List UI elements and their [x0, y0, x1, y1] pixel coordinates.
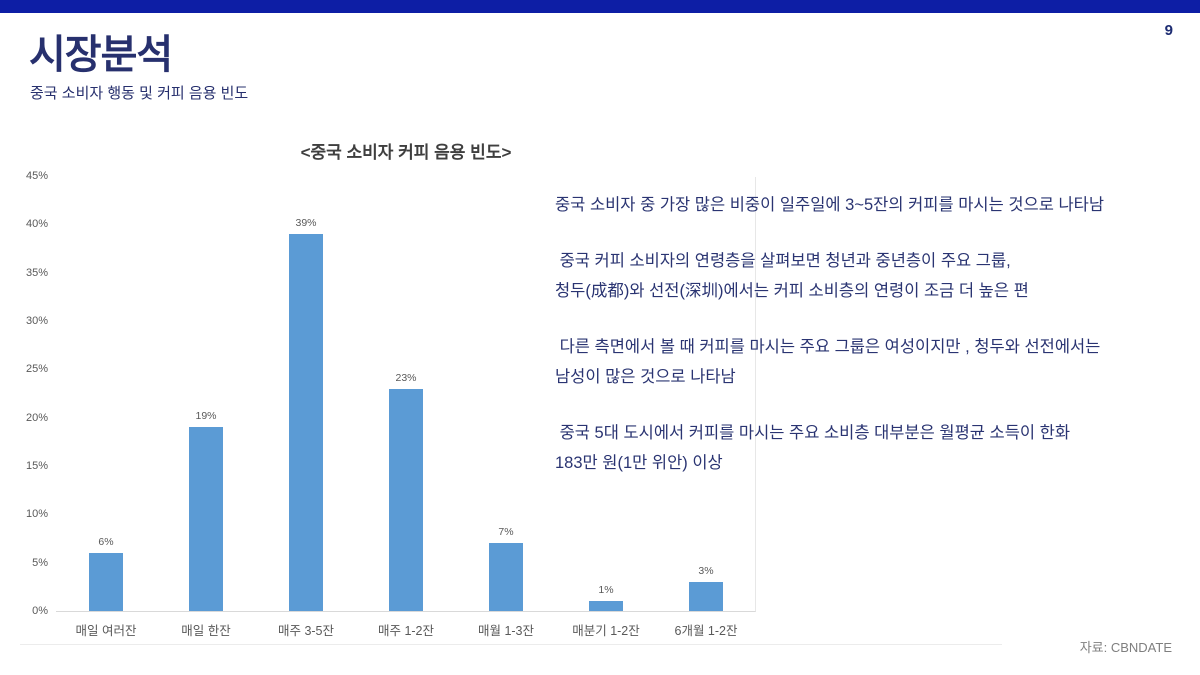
bar	[689, 582, 723, 611]
x-tick-label: 매분기 1-2잔	[572, 624, 640, 638]
insight-paragraph: 중국 소비자 중 가장 많은 비중이 일주일에 3~5잔의 커피를 마시는 것으…	[555, 190, 1185, 220]
bar-value-label: 23%	[395, 371, 417, 384]
y-tick-label: 10%	[25, 508, 48, 521]
x-tick-label: 매주 1-2잔	[377, 624, 435, 638]
bar	[189, 427, 223, 611]
bar-value-label: 6%	[98, 536, 114, 548]
insight-line: 남성이 많은 것으로 나타남	[555, 368, 736, 386]
insight-line: 청두(成都)와 선전(深圳)에서는 커피 소비층의 연령이 조금 더 높은 편	[555, 282, 1029, 300]
x-tick-label: 매일 여러잔	[75, 624, 137, 638]
bar-chart: <중국 소비자 커피 음용 빈도> 0% 5% 10% 15% 20% 25% 30% 35%…	[20, 125, 1002, 645]
x-tick-label: 매주 3-5잔	[277, 624, 335, 638]
bar-value-label: 3%	[698, 565, 714, 577]
y-tick-label: 20%	[25, 411, 48, 424]
insight-paragraph: 다른 측면에서 볼 때 커피를 마시는 주요 그룹은 여성이지만 , 청두와 선…	[555, 332, 1185, 392]
insight-line: 중국 5대 도시에서 커피를 마시는 주요 소비층 대부분은 월평균 소득이 한…	[555, 424, 1071, 442]
bar	[389, 388, 423, 611]
insight-line: 다른 측면에서 볼 때 커피를 마시는 주요 그룹은 여성이지만 , 청두와 선…	[555, 338, 1101, 356]
bar-value-label: 1%	[598, 584, 614, 597]
page-number: 9	[1164, 22, 1173, 39]
source-note: 자료: CBNDATE	[1079, 640, 1172, 655]
insights-text-block: 중국 소비자 중 가장 많은 비중이 일주일에 3~5잔의 커피를 마시는 것으…	[555, 190, 1185, 504]
insight-paragraph: 중국 커피 소비자의 연령층을 살펴보면 청년과 중년층이 주요 그룹, 청두(成…	[555, 246, 1185, 306]
y-tick-label: 5%	[32, 556, 48, 569]
bar	[289, 234, 323, 611]
bar	[589, 601, 623, 611]
x-tick-label: 매월 1-3잔	[477, 624, 535, 638]
x-tick-label: 매일 한잔	[181, 624, 231, 638]
y-tick-label: 40%	[25, 218, 48, 231]
bar	[489, 543, 523, 611]
y-tick-label: 30%	[25, 315, 48, 327]
plot-area: 0% 5% 10% 15% 20% 25% 30% 35% 40% 45% 6% 매일 여러잔 19% 매…	[26, 170, 756, 638]
y-tick-label: 0%	[32, 605, 48, 617]
insight-paragraph: 중국 5대 도시에서 커피를 마시는 주요 소비층 대부분은 월평균 소득이 한…	[555, 418, 1185, 478]
y-tick-label: 45%	[25, 170, 48, 182]
insight-line: 중국 커피 소비자의 연령층을 살펴보면 청년과 중년층이 주요 그룹,	[555, 252, 1011, 270]
insight-line: 중국 소비자 중 가장 많은 비중이 일주일에 3~5잔의 커피를 마시는 것으…	[555, 196, 1104, 214]
bar	[89, 553, 123, 611]
y-tick-label: 25%	[25, 363, 48, 376]
bar-value-label: 19%	[195, 410, 217, 423]
page-subtitle: 중국 소비자 행동 및 커피 음용 빈도	[30, 85, 249, 102]
top-accent-bar	[0, 0, 1200, 13]
y-tick-label: 35%	[25, 266, 48, 279]
insight-line: 183만 원(1만 위안) 이상	[555, 454, 723, 472]
y-tick-label: 15%	[25, 460, 48, 472]
chart-title: <중국 소비자 커피 음용 빈도>	[300, 143, 512, 162]
bar-value-label: 39%	[295, 217, 317, 229]
x-tick-label: 6개월 1-2잔	[674, 624, 738, 638]
bar-value-label: 7%	[498, 526, 514, 539]
page-title: 시장분석	[29, 33, 173, 77]
